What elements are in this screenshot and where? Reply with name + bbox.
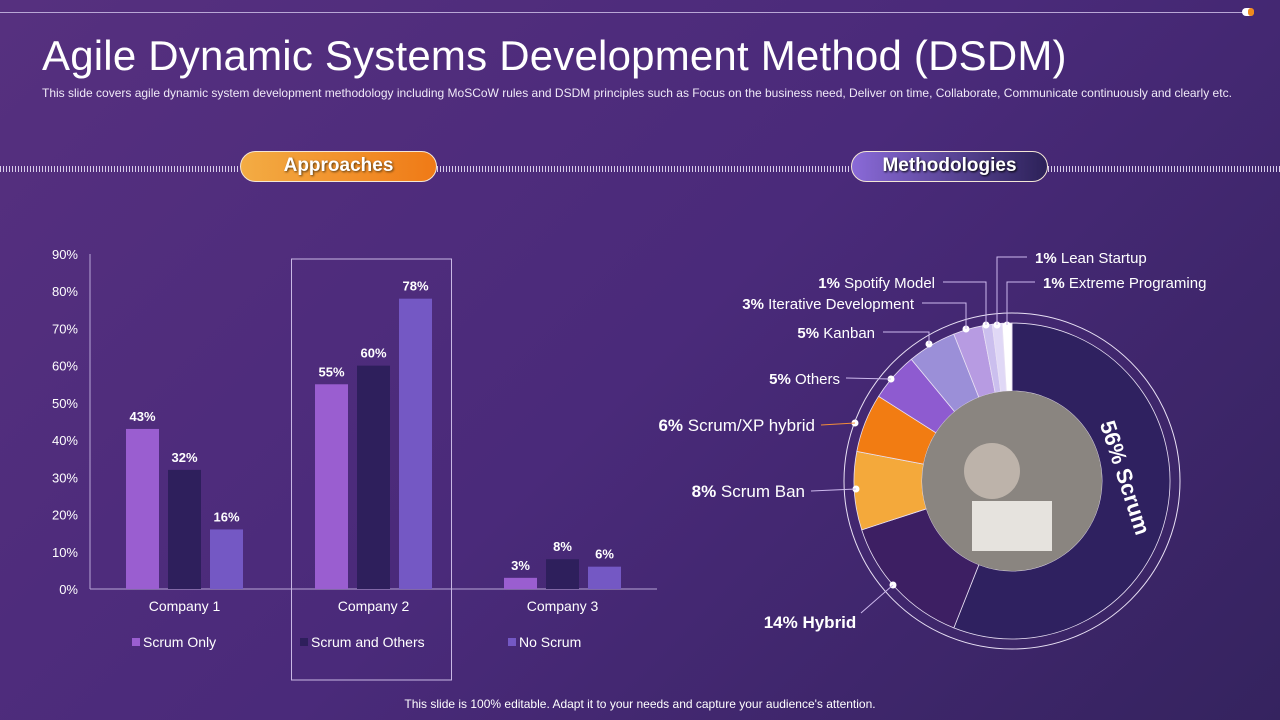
bar (546, 559, 579, 589)
bar (315, 384, 348, 589)
legend-swatch (508, 638, 516, 646)
data-label: 8% (553, 539, 572, 554)
photo-detail (972, 501, 1052, 551)
data-label: 6% (595, 547, 614, 562)
data-label: 3% (511, 558, 530, 573)
footer-note: This slide is 100% editable. Adapt it to… (404, 697, 876, 711)
slice-label: 14% Hybrid (764, 613, 857, 632)
data-label: 16% (213, 509, 239, 524)
approaches-header: Approaches (240, 151, 437, 182)
bar (357, 365, 390, 589)
slice-label: 8% Scrum Ban (692, 482, 805, 501)
methodologies-header: Methodologies (851, 151, 1048, 182)
bar (399, 298, 432, 589)
callout-line (845, 377, 892, 380)
bar (126, 428, 159, 589)
photo-detail (964, 443, 1020, 499)
highlight-box (291, 258, 452, 681)
data-label: 32% (171, 450, 197, 465)
y-tick-label: 70% (52, 321, 78, 336)
outer-ring (843, 312, 1181, 650)
y-tick-label: 40% (52, 433, 78, 448)
data-label: 55% (318, 364, 344, 379)
bar (210, 529, 243, 589)
slice-label: 1% Extreme Programing (1043, 275, 1206, 292)
legend-label: No Scrum (519, 634, 581, 650)
data-label: 78% (402, 279, 428, 294)
page-title: Agile Dynamic Systems Development Method… (42, 32, 1067, 79)
callout-line (860, 584, 894, 614)
y-tick-label: 30% (52, 470, 78, 485)
slice-label: 5% Kanban (797, 325, 875, 342)
y-tick-label: 60% (52, 359, 78, 374)
callout-line (943, 281, 987, 325)
subtitle: This slide covers agile dynamic system d… (42, 86, 1232, 100)
y-tick-label: 10% (52, 545, 78, 560)
x-tick-label: Company 2 (338, 598, 410, 614)
slice-label: 3% Iterative Development (742, 296, 915, 313)
divider (0, 166, 240, 172)
x-tick-label: Company 3 (527, 598, 599, 614)
legend-swatch (132, 638, 140, 646)
slice-label: 1% Spotify Model (818, 275, 935, 292)
slice-label: 1% Lean Startup (1035, 250, 1147, 267)
data-label: 43% (129, 409, 155, 424)
y-tick-label: 50% (52, 396, 78, 411)
y-tick-label: 80% (52, 284, 78, 299)
legend-label: Scrum and Others (311, 634, 425, 650)
legend-label: Scrum Only (143, 634, 216, 650)
callout-line (1006, 281, 1035, 325)
divider (437, 166, 851, 172)
callout-line (922, 302, 967, 329)
x-tick-label: Company 1 (149, 598, 221, 614)
slice-label: 5% Others (769, 371, 840, 388)
bar (504, 577, 537, 589)
legend-swatch (300, 638, 308, 646)
y-tick-label: 20% (52, 508, 78, 523)
slice-label: 6% Scrum/XP hybrid (658, 416, 815, 435)
callout-line (883, 331, 930, 344)
y-tick-label: 0% (59, 582, 78, 597)
top-rule (0, 12, 1245, 13)
y-tick-label: 90% (52, 247, 78, 262)
bar (168, 469, 201, 589)
callout-line (996, 256, 1027, 325)
slide-marker (1242, 8, 1254, 16)
callout-line (820, 422, 856, 426)
callout-line (810, 488, 857, 492)
divider (1048, 166, 1280, 172)
bar (588, 566, 621, 589)
data-label: 60% (360, 346, 386, 361)
